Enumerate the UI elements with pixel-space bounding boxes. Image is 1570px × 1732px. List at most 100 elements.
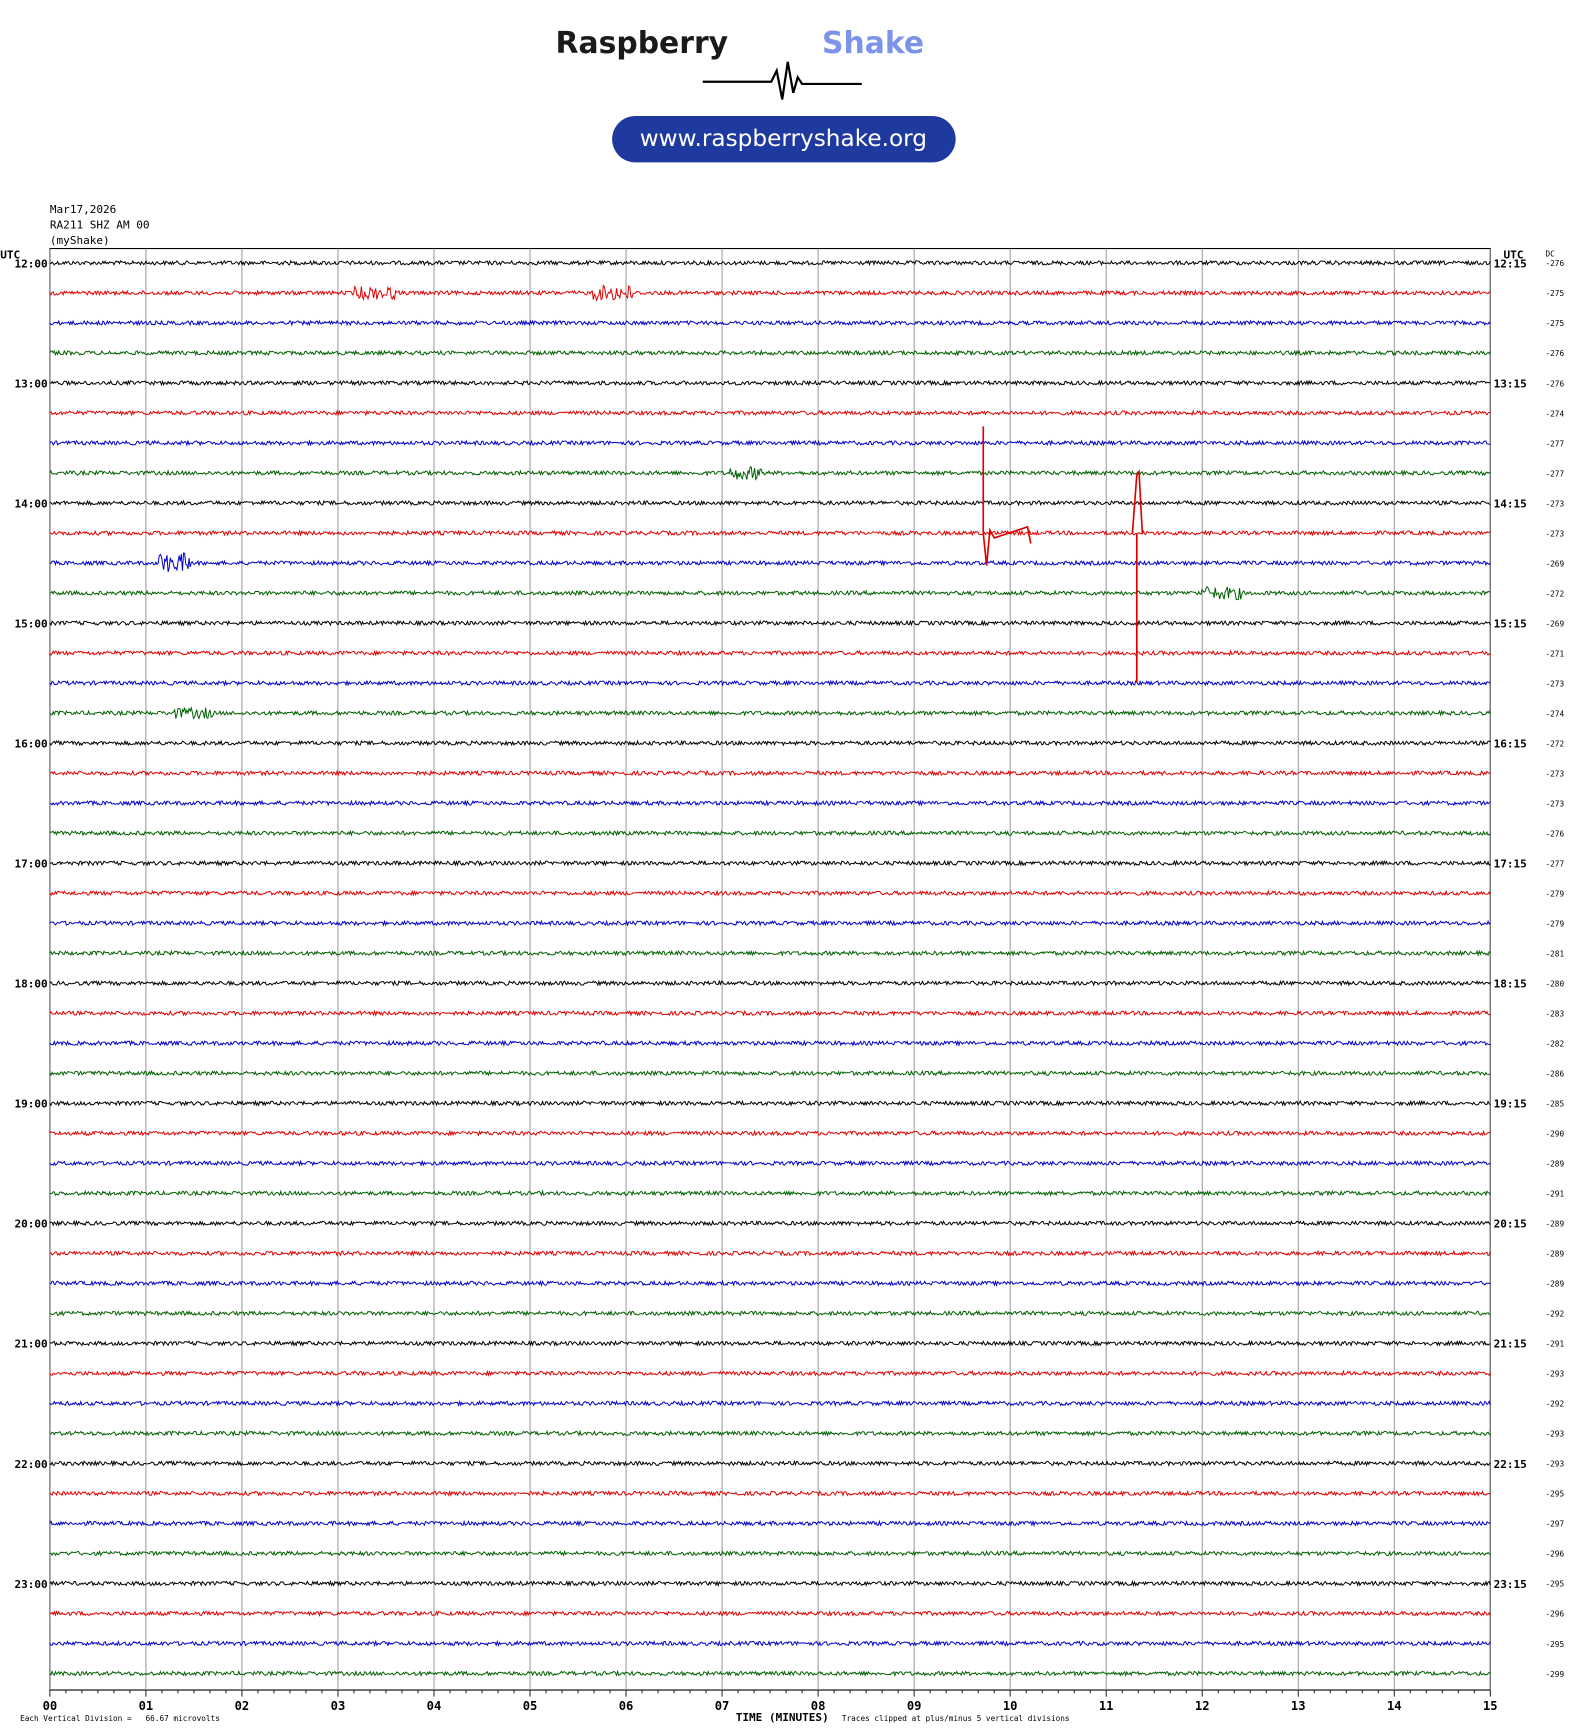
dc-value: -273 (1546, 679, 1565, 688)
x-tick-label: 06 (619, 1699, 634, 1713)
clip-note: Traces clipped at plus/minus 5 vertical … (842, 1714, 1070, 1723)
trace (49, 466, 1491, 481)
trace (49, 1309, 1491, 1317)
left-time-label: 16:00 (14, 738, 47, 751)
right-time-label: 23:15 (1494, 1578, 1527, 1591)
dc-value: -273 (1546, 799, 1565, 808)
trace (49, 1159, 1491, 1167)
left-axis-label: UTC (0, 248, 20, 261)
scale-note: Each Vertical Division = 66.67 microvolt… (20, 1714, 220, 1723)
header: Mar17,2026 RA211 SHZ AM 00 (myShake) (50, 203, 150, 247)
trace (49, 1609, 1491, 1618)
dc-value: -293 (1546, 1460, 1565, 1469)
right-time-label: 17:15 (1494, 858, 1527, 871)
right-axis-label: UTC (1504, 248, 1524, 261)
dc-value: -273 (1546, 529, 1565, 538)
dc-value: -281 (1546, 949, 1565, 958)
dc-value: -274 (1546, 709, 1565, 718)
dc-value: -285 (1546, 1100, 1565, 1109)
dc-value: -275 (1546, 289, 1565, 298)
dc-value: -292 (1546, 1310, 1565, 1319)
x-tick-label: 00 (43, 1699, 58, 1713)
x-tick-label: 13 (1291, 1699, 1306, 1713)
left-time-label: 19:00 (14, 1098, 47, 1111)
trace (49, 409, 1491, 417)
dc-value: -289 (1546, 1250, 1565, 1259)
dc-value: -280 (1546, 979, 1565, 988)
trace (49, 1369, 1491, 1377)
trace (49, 1489, 1491, 1498)
right-time-label: 22:15 (1494, 1458, 1527, 1471)
trace (49, 1099, 1491, 1107)
x-tick-label: 11 (1099, 1699, 1114, 1713)
dc-value: -299 (1546, 1670, 1565, 1679)
trace (49, 1639, 1491, 1648)
x-tick-label: 14 (1387, 1699, 1402, 1713)
event-spike (982, 426, 1032, 566)
trace (49, 529, 1491, 537)
trace (49, 379, 1491, 387)
dc-value: -290 (1546, 1130, 1565, 1139)
dc-label: DC (1546, 249, 1556, 258)
date: Mar17,2026 (50, 203, 116, 216)
x-tick-label: 12 (1195, 1699, 1210, 1713)
dc-value: -269 (1546, 559, 1565, 568)
logo: Raspberry Shake www.raspberryshake.org (556, 26, 956, 163)
trace (49, 1669, 1491, 1678)
trace (49, 1549, 1491, 1557)
trace (49, 1129, 1491, 1137)
trace (49, 679, 1491, 687)
dc-value: -295 (1546, 1640, 1565, 1649)
trace (49, 259, 1491, 267)
trace (49, 979, 1491, 987)
url: www.raspberryshake.org (640, 125, 927, 152)
dc-value: -273 (1546, 499, 1565, 508)
right-time-label: 12:15 (1494, 257, 1527, 270)
x-tick-label: 02 (235, 1699, 250, 1713)
trace (49, 1069, 1491, 1077)
dc-value: -279 (1546, 919, 1565, 928)
dc-value: -286 (1546, 1070, 1565, 1079)
trace (49, 1039, 1491, 1047)
dc-value: -293 (1546, 1370, 1565, 1379)
dc-value: -276 (1546, 379, 1565, 388)
trace (49, 319, 1491, 327)
right-time-label: 16:15 (1494, 738, 1527, 751)
dc-value: -274 (1546, 409, 1565, 418)
trace (49, 1429, 1491, 1437)
dc-value: -289 (1546, 1160, 1565, 1169)
trace (49, 586, 1491, 601)
trace (49, 859, 1491, 867)
trace (49, 1009, 1491, 1017)
dc-value: -279 (1546, 889, 1565, 898)
trace (49, 739, 1491, 747)
right-time-label: 13:15 (1494, 377, 1527, 390)
trace (49, 439, 1491, 447)
network: (myShake) (50, 234, 110, 247)
left-time-label: 13:00 (14, 377, 47, 390)
plot: 00 01 02 03 04 05 06 07 08 09 10 11 12 13 14 15 UTC UTC DC… (0, 247, 1565, 1724)
x-tick-label: 09 (907, 1699, 922, 1713)
dc-value: -276 (1546, 259, 1565, 268)
dc-value: -276 (1546, 349, 1565, 358)
left-time-label: 22:00 (14, 1458, 47, 1471)
trace (49, 552, 1491, 572)
trace (49, 649, 1491, 657)
trace (49, 799, 1491, 807)
dc-value: -277 (1546, 439, 1565, 448)
x-tick-label: 05 (523, 1699, 538, 1713)
left-time-label: 17:00 (14, 858, 47, 871)
trace (49, 949, 1491, 957)
trace (49, 1519, 1491, 1528)
trace (49, 619, 1491, 627)
dc-value: -272 (1546, 739, 1565, 748)
trace (49, 499, 1491, 507)
dc-value: -289 (1546, 1220, 1565, 1229)
dc-value: -269 (1546, 619, 1565, 628)
trace (49, 1189, 1491, 1197)
dc-value: -291 (1546, 1190, 1565, 1199)
trace (49, 1339, 1491, 1347)
station: RA211 SHZ AM 00 (50, 219, 150, 232)
trace (49, 706, 1491, 720)
